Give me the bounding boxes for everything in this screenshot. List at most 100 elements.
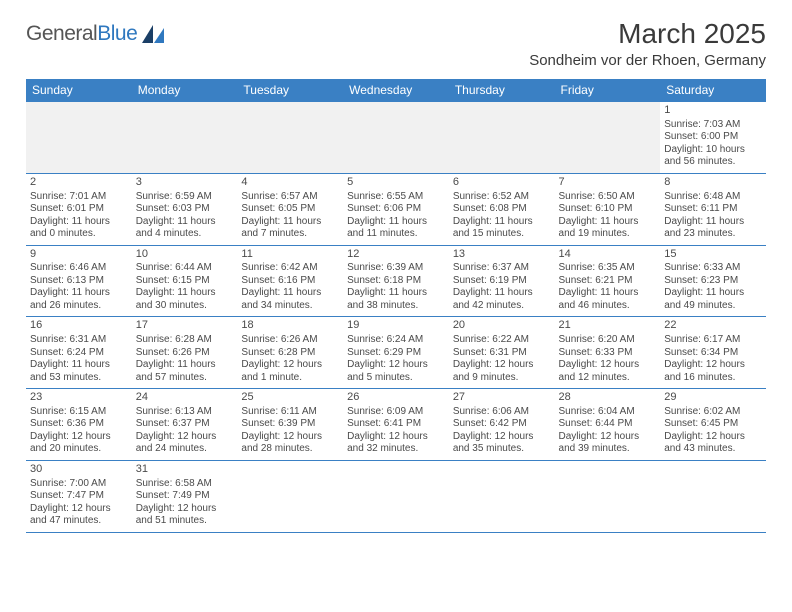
day-info: Sunrise: 7:01 AM Sunset: 6:01 PM Dayligh…	[30, 191, 128, 241]
day-header: Thursday	[449, 79, 555, 102]
day-number: 16	[30, 319, 128, 333]
header: GeneralBlue March 2025 Sondheim vor der …	[26, 18, 766, 69]
calendar-cell: 3Sunrise: 6:59 AM Sunset: 6:03 PM Daylig…	[132, 173, 238, 245]
calendar-cell: 16Sunrise: 6:31 AM Sunset: 6:24 PM Dayli…	[26, 317, 132, 389]
day-number: 20	[453, 319, 551, 333]
day-info: Sunrise: 6:15 AM Sunset: 6:36 PM Dayligh…	[30, 406, 128, 456]
day-number: 14	[559, 248, 657, 262]
day-number: 3	[136, 176, 234, 190]
day-number: 5	[347, 176, 445, 190]
day-number: 28	[559, 391, 657, 405]
day-info: Sunrise: 6:13 AM Sunset: 6:37 PM Dayligh…	[136, 406, 234, 456]
location-text: Sondheim vor der Rhoen, Germany	[529, 52, 766, 69]
day-number: 27	[453, 391, 551, 405]
day-number: 12	[347, 248, 445, 262]
calendar-cell-empty	[132, 102, 238, 174]
day-info: Sunrise: 7:03 AM Sunset: 6:00 PM Dayligh…	[664, 119, 762, 169]
calendar-cell: 21Sunrise: 6:20 AM Sunset: 6:33 PM Dayli…	[555, 317, 661, 389]
calendar-cell: 19Sunrise: 6:24 AM Sunset: 6:29 PM Dayli…	[343, 317, 449, 389]
day-number: 2	[30, 176, 128, 190]
day-info: Sunrise: 6:17 AM Sunset: 6:34 PM Dayligh…	[664, 334, 762, 384]
day-info: Sunrise: 6:11 AM Sunset: 6:39 PM Dayligh…	[241, 406, 339, 456]
day-header: Tuesday	[237, 79, 343, 102]
day-number: 23	[30, 391, 128, 405]
day-info: Sunrise: 6:02 AM Sunset: 6:45 PM Dayligh…	[664, 406, 762, 456]
day-header: Sunday	[26, 79, 132, 102]
day-number: 29	[664, 391, 762, 405]
calendar-cell: 12Sunrise: 6:39 AM Sunset: 6:18 PM Dayli…	[343, 245, 449, 317]
calendar-cell: 22Sunrise: 6:17 AM Sunset: 6:34 PM Dayli…	[660, 317, 766, 389]
day-number: 19	[347, 319, 445, 333]
day-info: Sunrise: 6:04 AM Sunset: 6:44 PM Dayligh…	[559, 406, 657, 456]
calendar-cell-empty	[449, 102, 555, 174]
calendar-cell-empty	[26, 102, 132, 174]
calendar-cell-empty	[237, 102, 343, 174]
day-number: 9	[30, 248, 128, 262]
day-number: 8	[664, 176, 762, 190]
day-info: Sunrise: 6:39 AM Sunset: 6:18 PM Dayligh…	[347, 262, 445, 312]
day-info: Sunrise: 6:06 AM Sunset: 6:42 PM Dayligh…	[453, 406, 551, 456]
day-info: Sunrise: 6:22 AM Sunset: 6:31 PM Dayligh…	[453, 334, 551, 384]
calendar-cell: 29Sunrise: 6:02 AM Sunset: 6:45 PM Dayli…	[660, 389, 766, 461]
calendar-cell: 25Sunrise: 6:11 AM Sunset: 6:39 PM Dayli…	[237, 389, 343, 461]
calendar-cell-empty	[555, 102, 661, 174]
logo-part2: Blue	[97, 22, 137, 45]
day-number: 22	[664, 319, 762, 333]
day-header: Monday	[132, 79, 238, 102]
day-info: Sunrise: 6:31 AM Sunset: 6:24 PM Dayligh…	[30, 334, 128, 384]
day-number: 6	[453, 176, 551, 190]
day-info: Sunrise: 6:33 AM Sunset: 6:23 PM Dayligh…	[664, 262, 762, 312]
calendar-cell: 2Sunrise: 7:01 AM Sunset: 6:01 PM Daylig…	[26, 173, 132, 245]
day-header: Friday	[555, 79, 661, 102]
day-number: 13	[453, 248, 551, 262]
calendar-cell: 18Sunrise: 6:26 AM Sunset: 6:28 PM Dayli…	[237, 317, 343, 389]
logo-text: GeneralBlue	[26, 22, 137, 46]
calendar-cell-empty	[343, 102, 449, 174]
day-info: Sunrise: 6:28 AM Sunset: 6:26 PM Dayligh…	[136, 334, 234, 384]
calendar-row: 2Sunrise: 7:01 AM Sunset: 6:01 PM Daylig…	[26, 173, 766, 245]
calendar-cell: 13Sunrise: 6:37 AM Sunset: 6:19 PM Dayli…	[449, 245, 555, 317]
calendar-cell-empty	[449, 460, 555, 532]
day-number: 21	[559, 319, 657, 333]
calendar-cell-empty	[660, 460, 766, 532]
day-header: Saturday	[660, 79, 766, 102]
logo: GeneralBlue	[26, 22, 166, 46]
day-info: Sunrise: 6:37 AM Sunset: 6:19 PM Dayligh…	[453, 262, 551, 312]
calendar-cell: 30Sunrise: 7:00 AM Sunset: 7:47 PM Dayli…	[26, 460, 132, 532]
calendar-row: 9Sunrise: 6:46 AM Sunset: 6:13 PM Daylig…	[26, 245, 766, 317]
calendar-cell: 14Sunrise: 6:35 AM Sunset: 6:21 PM Dayli…	[555, 245, 661, 317]
day-number: 30	[30, 463, 128, 477]
day-info: Sunrise: 6:58 AM Sunset: 7:49 PM Dayligh…	[136, 478, 234, 528]
day-header-row: SundayMondayTuesdayWednesdayThursdayFrid…	[26, 79, 766, 102]
calendar-cell: 7Sunrise: 6:50 AM Sunset: 6:10 PM Daylig…	[555, 173, 661, 245]
calendar-cell: 4Sunrise: 6:57 AM Sunset: 6:05 PM Daylig…	[237, 173, 343, 245]
calendar-cell: 1Sunrise: 7:03 AM Sunset: 6:00 PM Daylig…	[660, 102, 766, 174]
logo-part1: General	[26, 22, 97, 45]
day-info: Sunrise: 6:55 AM Sunset: 6:06 PM Dayligh…	[347, 191, 445, 241]
day-number: 1	[664, 104, 762, 118]
calendar-cell: 17Sunrise: 6:28 AM Sunset: 6:26 PM Dayli…	[132, 317, 238, 389]
day-info: Sunrise: 6:52 AM Sunset: 6:08 PM Dayligh…	[453, 191, 551, 241]
calendar-row: 1Sunrise: 7:03 AM Sunset: 6:00 PM Daylig…	[26, 102, 766, 174]
calendar-cell: 31Sunrise: 6:58 AM Sunset: 7:49 PM Dayli…	[132, 460, 238, 532]
calendar-cell-empty	[237, 460, 343, 532]
calendar-cell: 28Sunrise: 6:04 AM Sunset: 6:44 PM Dayli…	[555, 389, 661, 461]
day-number: 18	[241, 319, 339, 333]
day-info: Sunrise: 6:46 AM Sunset: 6:13 PM Dayligh…	[30, 262, 128, 312]
day-info: Sunrise: 7:00 AM Sunset: 7:47 PM Dayligh…	[30, 478, 128, 528]
calendar-row: 30Sunrise: 7:00 AM Sunset: 7:47 PM Dayli…	[26, 460, 766, 532]
day-info: Sunrise: 6:09 AM Sunset: 6:41 PM Dayligh…	[347, 406, 445, 456]
day-number: 24	[136, 391, 234, 405]
day-info: Sunrise: 6:24 AM Sunset: 6:29 PM Dayligh…	[347, 334, 445, 384]
calendar-row: 23Sunrise: 6:15 AM Sunset: 6:36 PM Dayli…	[26, 389, 766, 461]
day-header: Wednesday	[343, 79, 449, 102]
calendar-cell: 11Sunrise: 6:42 AM Sunset: 6:16 PM Dayli…	[237, 245, 343, 317]
calendar-row: 16Sunrise: 6:31 AM Sunset: 6:24 PM Dayli…	[26, 317, 766, 389]
day-info: Sunrise: 6:26 AM Sunset: 6:28 PM Dayligh…	[241, 334, 339, 384]
calendar-cell-empty	[343, 460, 449, 532]
calendar-cell: 23Sunrise: 6:15 AM Sunset: 6:36 PM Dayli…	[26, 389, 132, 461]
calendar-cell: 8Sunrise: 6:48 AM Sunset: 6:11 PM Daylig…	[660, 173, 766, 245]
calendar-cell: 6Sunrise: 6:52 AM Sunset: 6:08 PM Daylig…	[449, 173, 555, 245]
calendar-cell: 10Sunrise: 6:44 AM Sunset: 6:15 PM Dayli…	[132, 245, 238, 317]
day-number: 15	[664, 248, 762, 262]
